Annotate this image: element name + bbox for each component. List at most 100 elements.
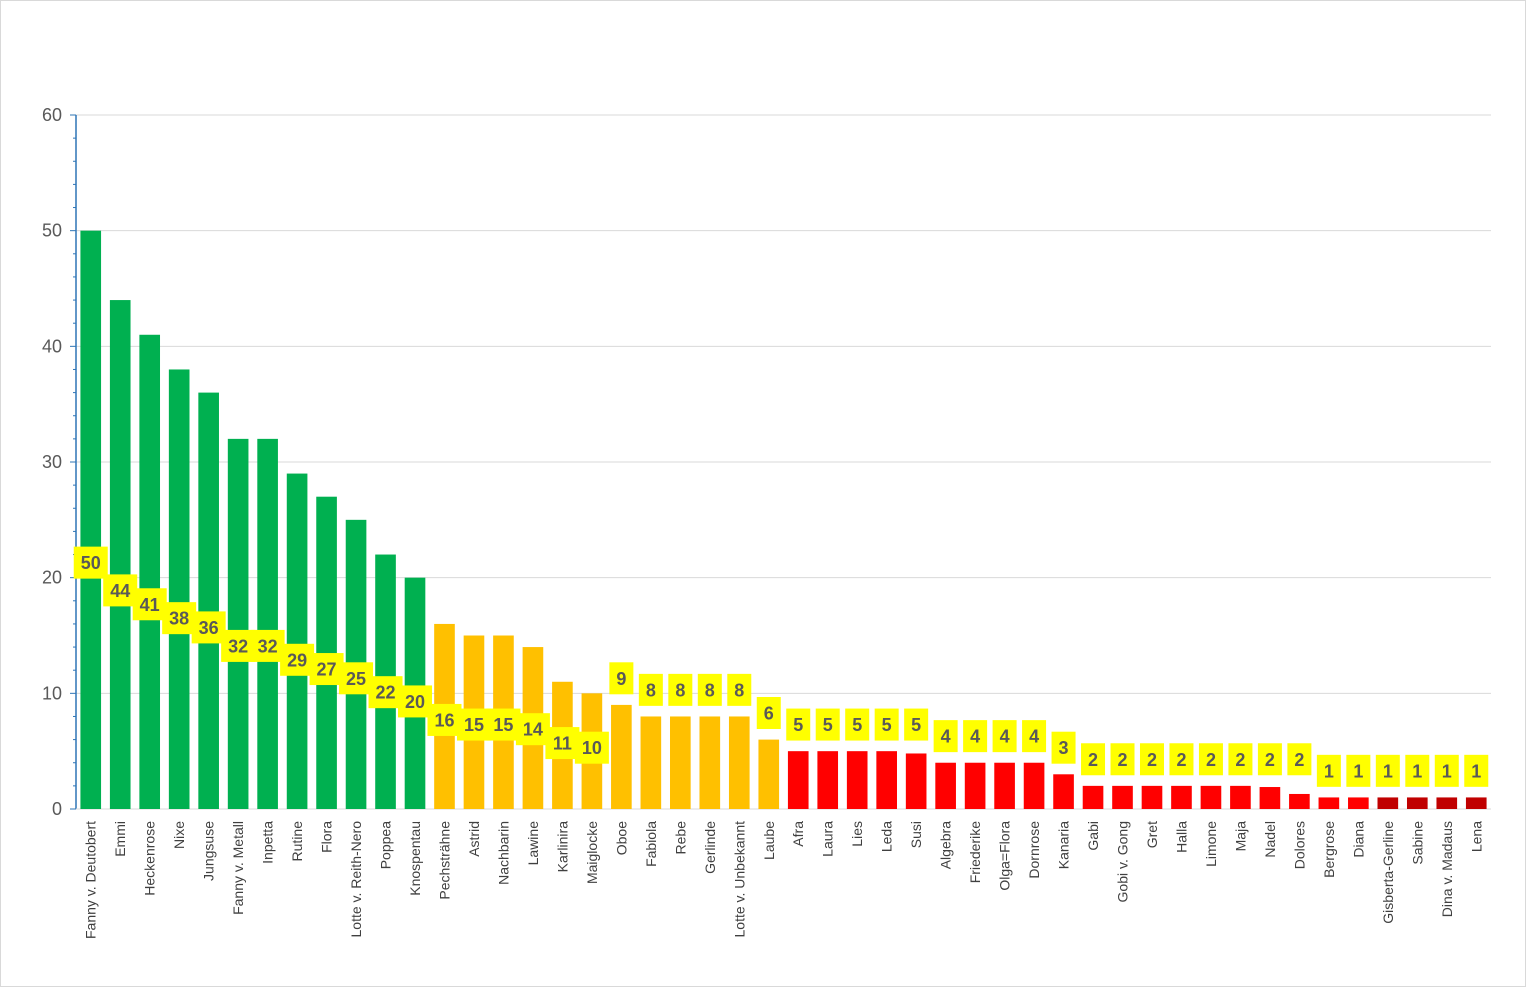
data-label: 1: [1412, 761, 1422, 781]
data-label-bg: [309, 653, 344, 686]
bar: [846, 751, 868, 809]
data-label-bg: [963, 720, 988, 753]
bar: [817, 751, 839, 809]
x-tick-label: Lies: [849, 821, 865, 847]
y-axis: 0 10 20 30 40 50 60: [42, 105, 1491, 819]
bar: [1289, 793, 1310, 809]
data-label: 22: [376, 683, 396, 703]
bar: [1348, 797, 1369, 809]
data-label: 2: [1147, 750, 1157, 770]
data-label: 41: [140, 595, 160, 615]
bar: [1171, 785, 1192, 809]
data-label: 25: [346, 669, 366, 689]
x-tick-label: Laura: [820, 821, 836, 857]
x-tick-label: Astrid: [466, 821, 482, 857]
data-label: 27: [317, 660, 337, 680]
x-tick-label: Diana: [1350, 821, 1366, 858]
data-label-bg: [545, 727, 580, 760]
data-label: 2: [1265, 750, 1275, 770]
data-label: 3: [1059, 738, 1069, 758]
bar: [1053, 774, 1074, 809]
x-tick-label: Gret: [1144, 821, 1160, 848]
bar: [1141, 785, 1163, 809]
x-tick-label: Dornrose: [1026, 821, 1042, 879]
x-tick-label: Fanny v. Deutobert: [83, 821, 99, 939]
x-tick-label: Friederike: [967, 821, 983, 883]
x-tick-label: Fanny v. Metall: [230, 821, 246, 915]
data-label-bg: [398, 685, 433, 718]
x-tick-label: Fabiola: [643, 821, 659, 867]
x-tick-label: Susi: [908, 821, 924, 848]
bar: [109, 300, 131, 809]
x-tick-label: Halla: [1173, 821, 1189, 853]
data-label-bg: [221, 629, 256, 662]
x-tick-label: Lotte v. Unbekannt: [731, 821, 747, 938]
bar: [876, 751, 897, 809]
data-label-bg: [727, 673, 752, 706]
data-label: 10: [582, 738, 602, 758]
x-tick-label: Inpetta: [260, 821, 276, 864]
x-tick-label: Emmi: [112, 821, 128, 857]
data-label: 8: [675, 680, 685, 700]
data-label: 1: [1442, 761, 1452, 781]
data-label-bg: [1346, 754, 1371, 787]
data-label-bg: [609, 662, 634, 695]
data-label-bg: [1022, 720, 1047, 753]
x-tick-label: Poppea: [378, 821, 394, 869]
x-tick-label: Nixe: [171, 821, 187, 849]
bar: [994, 762, 1015, 809]
y-tick-label: 30: [42, 452, 62, 472]
bar: [699, 716, 721, 809]
data-label: 8: [646, 680, 656, 700]
bar: [168, 369, 190, 809]
data-label: 4: [970, 727, 980, 747]
data-label-bg: [132, 588, 167, 621]
data-label-bg: [515, 713, 550, 746]
data-label-bg: [1405, 754, 1430, 787]
data-label: 4: [1029, 727, 1039, 747]
bar: [1436, 797, 1458, 809]
x-tick-label: Maja: [1232, 821, 1248, 852]
data-label-bg: [638, 673, 663, 706]
bar: [935, 762, 956, 809]
data-label: 2: [1235, 750, 1245, 770]
data-label-bg: [1198, 743, 1223, 776]
x-tick-label: Dolores: [1291, 821, 1307, 869]
x-tick-label: Algebra: [938, 821, 954, 869]
data-label: 5: [882, 715, 892, 735]
data-label: 11: [553, 734, 572, 754]
x-tick-label: Gisberta-Gerline: [1380, 821, 1396, 924]
data-label-bg: [1139, 743, 1164, 776]
x-tick-label: Rebe: [672, 821, 688, 855]
x-tick-label: Jungsuse: [201, 821, 217, 881]
x-tick-label: Gerlinde: [702, 821, 718, 874]
y-tick-label: 20: [42, 568, 62, 588]
y-tick-label: 50: [42, 221, 62, 241]
data-label-bg: [1287, 743, 1312, 776]
bar: [1377, 797, 1399, 809]
bar: [198, 392, 219, 809]
bars: [80, 230, 1487, 809]
data-label-bg: [815, 708, 840, 741]
bar: [227, 438, 249, 809]
data-label: 2: [1118, 750, 1128, 770]
data-label-bg: [845, 708, 870, 741]
data-label-bg: [250, 629, 285, 662]
bar: [758, 739, 780, 809]
x-tick-label: Pechsträhne: [436, 821, 452, 900]
x-tick-label: Afra: [790, 821, 806, 847]
x-tick-label: Lawine: [525, 821, 541, 866]
data-label: 2: [1176, 750, 1186, 770]
x-tick-label: Nachbarin: [495, 821, 511, 885]
bar: [1465, 797, 1487, 809]
y-tick-label: 10: [42, 683, 62, 703]
data-label-bg: [486, 708, 521, 741]
data-label-bg: [103, 574, 138, 607]
data-label: 50: [81, 553, 101, 573]
data-label: 2: [1294, 750, 1304, 770]
x-tick-label: Lena: [1468, 821, 1484, 852]
data-label-bg: [1051, 731, 1076, 764]
bar: [728, 716, 750, 809]
x-tick-label: Flora: [319, 821, 335, 853]
data-label: 5: [852, 715, 862, 735]
